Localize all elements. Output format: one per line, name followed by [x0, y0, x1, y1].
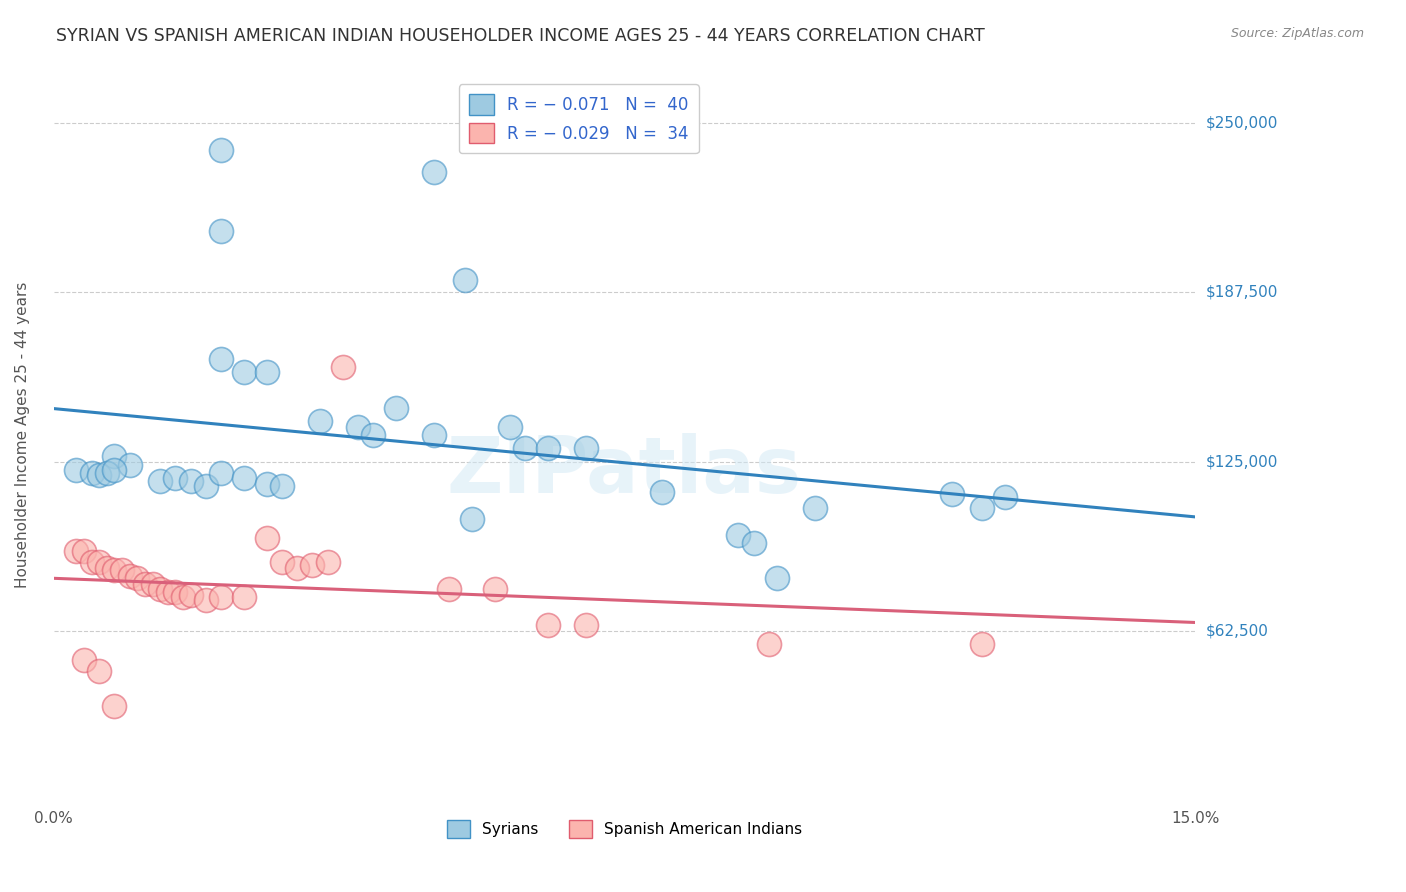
Point [96, 560, 118, 574]
Point [194, 593, 217, 607]
Point [332, 359, 354, 374]
Point [80, 466, 103, 480]
Point [209, 466, 232, 480]
Point [765, 571, 787, 585]
Point [118, 458, 141, 472]
Point [89, 555, 111, 569]
Point [103, 698, 125, 713]
Point [423, 427, 446, 442]
Point [232, 365, 254, 379]
Point [165, 471, 187, 485]
Point [727, 528, 749, 542]
Point [270, 479, 292, 493]
Point [89, 468, 111, 483]
Point [180, 474, 202, 488]
Point [347, 419, 370, 434]
Point [73, 544, 96, 558]
Point [149, 474, 172, 488]
Point [256, 365, 278, 379]
Point [80, 555, 103, 569]
Point [970, 636, 993, 650]
Point [103, 563, 125, 577]
Point [385, 401, 408, 415]
Point [575, 442, 598, 456]
Text: $62,500: $62,500 [1206, 624, 1270, 639]
Point [361, 427, 384, 442]
Text: ZIPatlas: ZIPatlas [447, 434, 801, 509]
Point [209, 351, 232, 366]
Point [537, 617, 560, 632]
Point [575, 617, 598, 632]
Point [111, 563, 134, 577]
Point [209, 143, 232, 157]
Point [209, 224, 232, 238]
Legend: Syrians, Spanish American Indians: Syrians, Spanish American Indians [440, 814, 808, 845]
Point [301, 558, 323, 572]
Point [484, 582, 506, 597]
Point [994, 490, 1017, 504]
Text: $125,000: $125,000 [1206, 454, 1278, 469]
Point [285, 560, 308, 574]
Point [453, 273, 475, 287]
Point [742, 536, 765, 550]
Y-axis label: Householder Income Ages 25 - 44 years: Householder Income Ages 25 - 44 years [15, 282, 30, 588]
Text: $187,500: $187,500 [1206, 285, 1278, 300]
Point [96, 466, 118, 480]
Point [651, 484, 673, 499]
Point [127, 571, 149, 585]
Point [103, 463, 125, 477]
Text: Source: ZipAtlas.com: Source: ZipAtlas.com [1230, 27, 1364, 40]
Point [103, 450, 125, 464]
Point [232, 471, 254, 485]
Point [134, 577, 156, 591]
Point [180, 588, 202, 602]
Point [423, 164, 446, 178]
Text: $250,000: $250,000 [1206, 115, 1278, 130]
Point [803, 500, 825, 515]
Point [149, 582, 172, 597]
Point [232, 591, 254, 605]
Point [165, 585, 187, 599]
Point [194, 479, 217, 493]
Point [461, 512, 484, 526]
Point [537, 442, 560, 456]
Point [65, 544, 87, 558]
Point [515, 442, 537, 456]
Point [141, 577, 163, 591]
Point [316, 555, 339, 569]
Point [65, 463, 87, 477]
Point [118, 568, 141, 582]
Point [172, 591, 194, 605]
Text: SYRIAN VS SPANISH AMERICAN INDIAN HOUSEHOLDER INCOME AGES 25 - 44 YEARS CORRELAT: SYRIAN VS SPANISH AMERICAN INDIAN HOUSEH… [56, 27, 986, 45]
Point [256, 531, 278, 545]
Point [758, 636, 780, 650]
Point [270, 555, 292, 569]
Point [941, 487, 963, 501]
Point [156, 585, 179, 599]
Point [209, 591, 232, 605]
Point [73, 653, 96, 667]
Point [439, 582, 461, 597]
Point [309, 414, 332, 428]
Point [499, 419, 522, 434]
Point [89, 664, 111, 678]
Point [970, 500, 993, 515]
Point [256, 476, 278, 491]
